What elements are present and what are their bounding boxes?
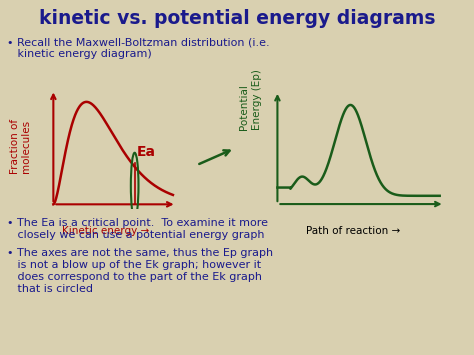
Text: Ea: Ea [137, 144, 155, 159]
Text: Path of reaction →: Path of reaction → [307, 226, 401, 236]
Text: Potential
Energy (Ep): Potential Energy (Ep) [239, 69, 262, 130]
Text: • The axes are not the same, thus the Ep graph: • The axes are not the same, thus the Ep… [7, 248, 273, 258]
Text: • The Ea is a critical point.  To examine it more: • The Ea is a critical point. To examine… [7, 218, 268, 228]
Text: kinetic energy diagram): kinetic energy diagram) [7, 49, 152, 59]
Text: is not a blow up of the Ek graph; however it: is not a blow up of the Ek graph; howeve… [7, 260, 261, 270]
Text: kinetic vs. potential energy diagrams: kinetic vs. potential energy diagrams [39, 9, 435, 28]
Text: Fraction of
molecules: Fraction of molecules [10, 119, 31, 174]
Text: that is circled: that is circled [7, 284, 93, 294]
Text: closely we can use a potential energy graph: closely we can use a potential energy gr… [7, 230, 264, 240]
Text: Kinetic energy →: Kinetic energy → [62, 226, 149, 236]
Text: does correspond to the part of the Ek graph: does correspond to the part of the Ek gr… [7, 272, 262, 282]
Text: • Recall the Maxwell-Boltzman distribution (i.e.: • Recall the Maxwell-Boltzman distributi… [7, 37, 270, 47]
